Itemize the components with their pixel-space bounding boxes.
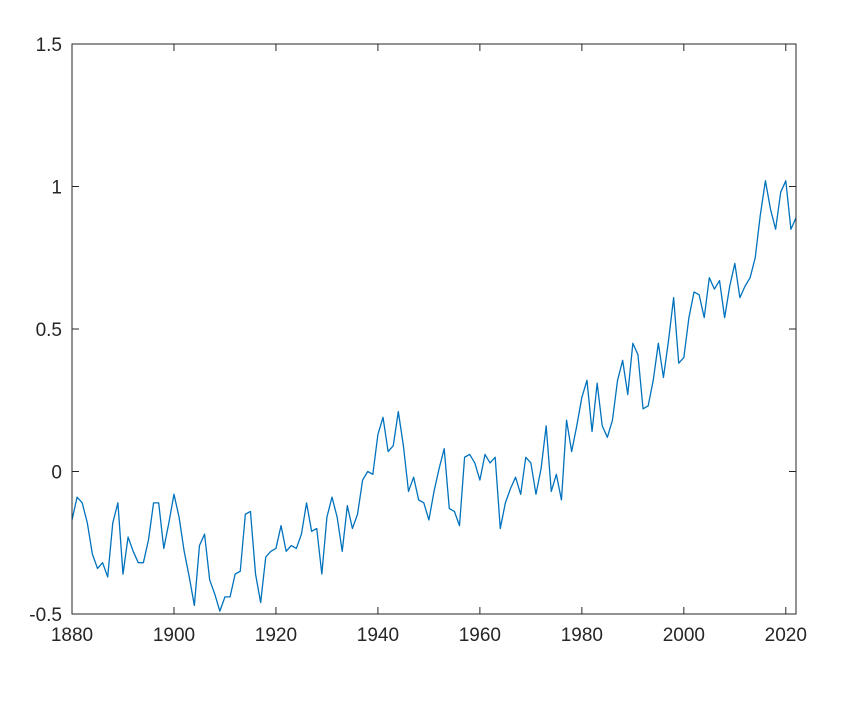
x-tick-label: 1940 [357, 625, 399, 646]
x-tick-label: 1980 [561, 625, 603, 646]
series-layer [71, 180, 797, 612]
x-tick-label: 2000 [663, 625, 705, 646]
x-tick-label: 1880 [51, 625, 93, 646]
y-tick-label: 1 [51, 178, 62, 199]
tick-labels-layer: 1880 1900 1920 1940 1960 1980 2000 2020 -0.5 0 0.5… [29, 35, 807, 646]
x-tick-label: 2020 [765, 625, 807, 646]
series-line [71, 180, 797, 612]
plot-area-frame [71, 43, 797, 615]
y-tick-label: 0 [51, 463, 62, 484]
x-tick-label: 1900 [153, 625, 195, 646]
y-tick-label: 1.5 [36, 35, 62, 56]
y-tick-label: -0.5 [29, 605, 62, 626]
x-tick-label: 1920 [255, 625, 297, 646]
x-tick-label: 1960 [459, 625, 501, 646]
y-tick-label: 0.5 [36, 320, 62, 341]
